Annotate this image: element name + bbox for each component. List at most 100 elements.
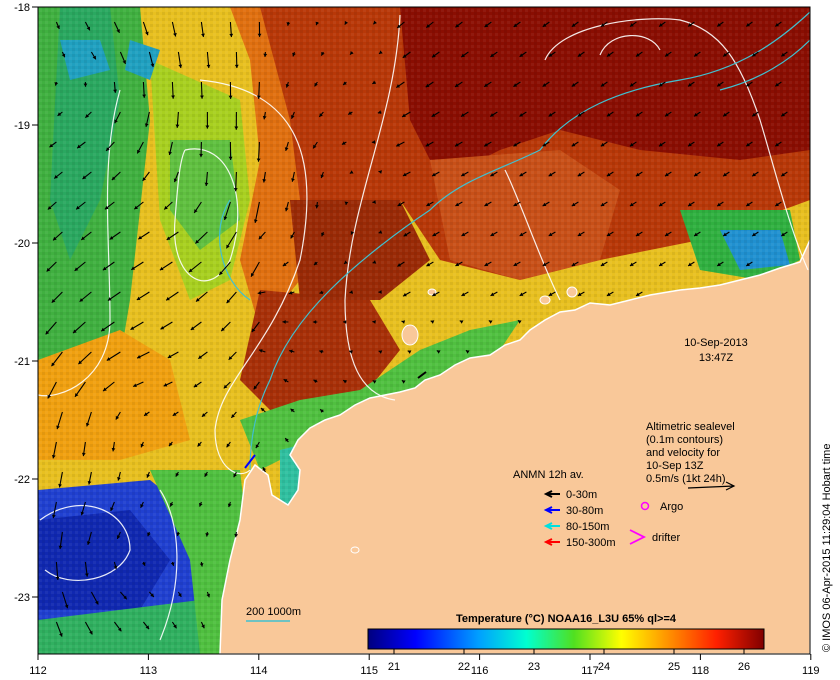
- velocity-arrow: [716, 201, 724, 207]
- velocity-arrow: [343, 260, 348, 265]
- velocity-arrow: [188, 261, 202, 273]
- colorbar-ramp: [367, 628, 765, 650]
- velocity-arrow: [431, 171, 440, 177]
- velocity-arrow: [74, 381, 86, 398]
- velocity-arrow: [716, 81, 724, 87]
- velocity-arrow: [483, 81, 492, 88]
- bathymetry-legend: 200 1000m: [246, 606, 301, 622]
- velocity-arrow: [373, 20, 377, 25]
- velocity-arrow: [76, 141, 86, 149]
- sst-field: [38, 7, 810, 654]
- velocity-arrow: [319, 349, 324, 354]
- velocity-arrow: [234, 111, 239, 130]
- velocity-arrow: [465, 349, 470, 354]
- bathymetry-label: 200 1000m: [246, 606, 301, 618]
- velocity-arrow: [160, 321, 173, 330]
- velocity-arrow: [250, 261, 260, 277]
- velocity-arrow: [90, 591, 99, 605]
- velocity-arrow: [664, 51, 672, 57]
- velocity-arrow: [313, 379, 318, 384]
- velocity-arrow: [490, 231, 498, 237]
- velocity-arrow: [461, 291, 469, 297]
- colorbar-tick-label: 23: [528, 661, 540, 673]
- velocity-arrow: [107, 291, 121, 302]
- velocity-arrow: [288, 290, 295, 295]
- velocity-arrow: [102, 261, 115, 271]
- velocity-arrow: [489, 111, 498, 117]
- argo-icon: [640, 501, 650, 511]
- velocity-arrow: [342, 320, 347, 324]
- velocity-arrow: [774, 201, 782, 207]
- colorbar-tick-label: 22: [458, 661, 470, 673]
- velocity-arrow: [114, 111, 121, 124]
- velocity-arrow: [218, 261, 231, 276]
- velocity-arrow: [401, 320, 406, 324]
- velocity-arrow: [402, 171, 411, 177]
- velocity-arrow: [751, 111, 759, 117]
- velocity-arrow: [606, 51, 614, 57]
- anmn-legend-label: 80-150m: [566, 521, 609, 533]
- velocity-arrow: [635, 51, 643, 57]
- anmn-mooring-arrows: [244, 371, 427, 469]
- velocity-arrow: [142, 81, 147, 98]
- velocity-arrow: [722, 231, 730, 237]
- anmn-legend-label: 0-30m: [566, 489, 597, 501]
- velocity-arrow: [454, 81, 463, 88]
- velocity-arrow: [629, 201, 637, 207]
- velocity-arrow: [571, 81, 579, 87]
- velocity-arrow: [86, 531, 92, 546]
- velocity-arrow: [774, 21, 782, 27]
- velocity-arrow: [116, 531, 121, 540]
- velocity-arrow: [577, 111, 585, 117]
- bathymetry-contours: [219, 11, 810, 471]
- velocity-arrow: [455, 201, 463, 207]
- velocity-arrow: [75, 201, 86, 210]
- velocity-arrow: [397, 201, 405, 207]
- lat-tick-label: -19: [14, 120, 30, 132]
- velocity-arrow: [136, 291, 150, 301]
- velocity-arrow: [745, 201, 753, 207]
- velocity-arrow: [513, 81, 521, 88]
- velocity-arrow: [780, 231, 788, 237]
- velocity-arrow: [228, 81, 233, 99]
- velocity-arrow: [163, 201, 173, 210]
- velocity-arrow: [234, 51, 239, 69]
- velocity-arrow: [629, 141, 637, 147]
- velocity-arrow: [138, 231, 150, 240]
- velocity-arrow: [313, 261, 318, 266]
- velocity-arrow: [606, 231, 614, 237]
- velocity-arrow: [396, 21, 405, 29]
- velocity-arrow: [395, 141, 405, 147]
- lon-tick-label: 115: [360, 665, 378, 677]
- anmn-legend-title: ANMN 12h av.: [513, 469, 584, 481]
- velocity-arrow: [461, 231, 469, 237]
- plot-frame: [37, 6, 811, 655]
- velocity-arrow: [204, 471, 208, 477]
- velocity-arrow: [403, 231, 411, 237]
- colorbar-tick-label: 26: [738, 661, 750, 673]
- velocity-arrow: [100, 321, 115, 332]
- velocity-arrow: [606, 291, 614, 297]
- velocity-arrow: [233, 171, 238, 192]
- velocity-arrow: [430, 320, 435, 324]
- velocity-arrow: [51, 501, 57, 519]
- velocity-arrow: [90, 51, 97, 60]
- velocity-arrow: [284, 141, 289, 152]
- velocity-arrow: [348, 350, 353, 354]
- velocity-arrow: [548, 51, 556, 58]
- velocity-arrow: [255, 441, 260, 449]
- velocity-arrow: [577, 171, 585, 177]
- island: [350, 546, 360, 554]
- velocity-arrow: [133, 201, 144, 210]
- velocity-arrow: [282, 261, 289, 267]
- velocity-arrow: [51, 351, 63, 367]
- velocity-arrow: [342, 81, 347, 86]
- altimetry-note-line: and velocity for: [646, 447, 720, 459]
- velocity-arrow: [600, 21, 608, 28]
- velocity-arrow: [85, 111, 92, 119]
- velocity-arrow: [745, 21, 753, 27]
- velocity-arrow: [372, 379, 377, 384]
- velocity-arrow: [113, 21, 120, 34]
- velocity-arrow: [201, 411, 208, 418]
- velocity-arrow: [722, 111, 730, 117]
